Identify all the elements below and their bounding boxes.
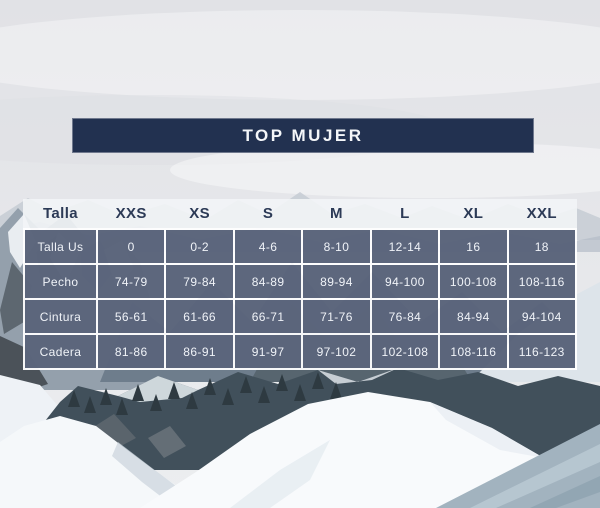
- table-cell: 94-104: [508, 300, 575, 333]
- table-cell: 56-61: [98, 300, 165, 333]
- table-cell: 61-66: [166, 300, 233, 333]
- table-cell: 91-97: [234, 335, 302, 368]
- table-body: Talla Us 0 0-2 4-6 8-10 12-14 16 18 Pech…: [23, 228, 577, 370]
- table-cell: 84-94: [440, 300, 507, 333]
- table-cell: 18: [508, 230, 575, 263]
- table-cell: 81-86: [98, 335, 165, 368]
- table-row-pecho: Pecho 74-79 79-84 84-89 89-94 94-100 100…: [25, 265, 575, 298]
- table-cell: 100-108: [440, 265, 507, 298]
- table-cell: 12-14: [371, 230, 439, 263]
- row-label: Pecho: [25, 265, 96, 298]
- table-cell: 79-84: [166, 265, 233, 298]
- table-cell: 71-76: [303, 300, 370, 333]
- table-cell: 102-108: [371, 335, 439, 368]
- row-label: Talla Us: [25, 230, 96, 263]
- table-header-row: Talla XXS XS S M L XL XXL: [23, 199, 577, 228]
- conifer-trees: [68, 372, 342, 415]
- table-cell: 16: [440, 230, 507, 263]
- table-cell: 84-89: [234, 265, 302, 298]
- column-header-xxs: XXS: [115, 205, 147, 222]
- row-label: Cintura: [25, 300, 96, 333]
- table-cell: 66-71: [234, 300, 302, 333]
- table-row-talla-us: Talla Us 0 0-2 4-6 8-10 12-14 16 18: [25, 230, 575, 263]
- column-header-m: M: [330, 205, 343, 222]
- table-cell: 108-116: [440, 335, 507, 368]
- column-header-l: L: [400, 205, 410, 222]
- table-cell: 0-2: [166, 230, 233, 263]
- table-cell: 116-123: [508, 335, 575, 368]
- table-cell: 4-6: [234, 230, 302, 263]
- table-cell: 76-84: [371, 300, 439, 333]
- row-label: Cadera: [25, 335, 96, 368]
- table-cell: 97-102: [303, 335, 370, 368]
- table-cell: 94-100: [371, 265, 439, 298]
- table-cell: 108-116: [508, 265, 575, 298]
- title-banner: TOP MUJER: [72, 118, 534, 153]
- table-cell: 74-79: [98, 265, 165, 298]
- table-cell: 0: [98, 230, 165, 263]
- table-row-cadera: Cadera 81-86 86-91 91-97 97-102 102-108 …: [25, 335, 575, 368]
- column-header-s: S: [262, 205, 274, 222]
- column-header-xs: XS: [189, 205, 211, 222]
- table-cell: 89-94: [303, 265, 370, 298]
- table-row-cintura: Cintura 56-61 61-66 66-71 71-76 76-84 84…: [25, 300, 575, 333]
- column-header-xxl: XXL: [526, 205, 557, 222]
- table-cell: 8-10: [303, 230, 370, 263]
- size-chart-table: Talla XXS XS S M L XL XXL Talla Us 0 0-2…: [23, 199, 577, 370]
- page-title: TOP MUJER: [242, 125, 364, 145]
- table-cell: 86-91: [166, 335, 233, 368]
- column-header-xl: XL: [463, 205, 484, 222]
- column-header-talla: Talla: [42, 205, 79, 222]
